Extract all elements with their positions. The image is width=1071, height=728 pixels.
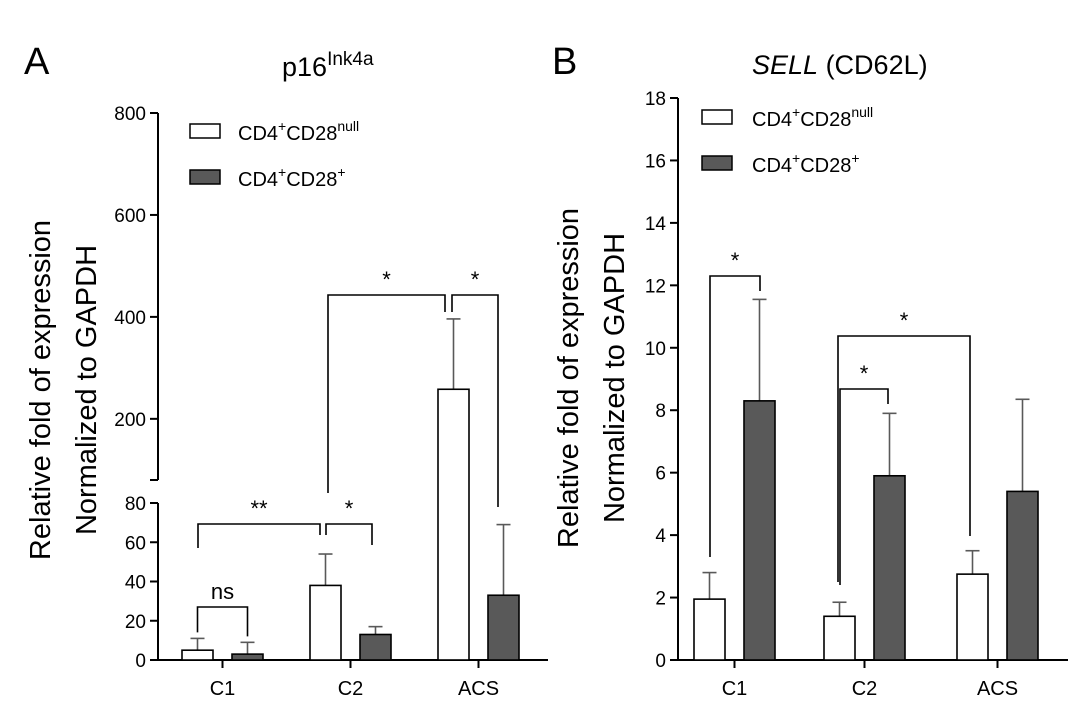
panel-a-sig-acs-pair-line bbox=[451, 294, 499, 507]
panel-b-category-label: C2 bbox=[852, 678, 878, 700]
panel-a-bar bbox=[231, 653, 264, 661]
panel-b-sig-c2-pair-label: * bbox=[860, 361, 869, 386]
panel-b-ytick-label: 18 bbox=[645, 89, 666, 110]
legend-swatch-cd28pos bbox=[701, 155, 733, 171]
panel-a-sig-acs-pair-label: * bbox=[471, 267, 480, 292]
panel-a-sig-c1-c2-line bbox=[197, 523, 321, 548]
panel-a-ytick-label: 80 bbox=[125, 494, 146, 515]
panel-b-bar bbox=[1006, 490, 1039, 661]
panel-a-sig-c2-pair-label: * bbox=[345, 496, 354, 521]
panel-a-sig-c2-pair-line bbox=[325, 523, 373, 545]
panel-b-sig-c2-pair-line bbox=[839, 388, 889, 585]
panel-a-ytick-label: 40 bbox=[125, 573, 146, 594]
panel-a-sig-c2-acs-line bbox=[327, 294, 446, 493]
panel-b-ytick-label: 8 bbox=[655, 401, 666, 422]
panel-b-bar bbox=[743, 400, 776, 661]
panel-b-category-label: ACS bbox=[977, 678, 1018, 700]
panel-a-ytick-label: 20 bbox=[125, 612, 146, 633]
panel-a-legend: CD4+CD28null CD4+CD28+ bbox=[189, 118, 359, 191]
panel-b-category-label: C1 bbox=[722, 678, 748, 700]
panel-a-category-label: ACS bbox=[458, 678, 499, 700]
panel-a-title: p16Ink4a bbox=[282, 49, 374, 82]
panel-a-bar bbox=[437, 388, 470, 661]
panel-b-ytick-label: 0 bbox=[655, 651, 666, 672]
legend-label-cd28pos: CD4+CD28+ bbox=[752, 150, 860, 177]
panel-b-bar bbox=[693, 598, 726, 661]
legend-label-cd28pos: CD4+CD28+ bbox=[238, 164, 346, 191]
legend-swatch-cd28null bbox=[701, 109, 733, 125]
legend-swatch-cd28pos bbox=[189, 169, 221, 185]
panel-b-ytick-label: 14 bbox=[645, 214, 667, 235]
panel-b-title: SELL (CD62L) bbox=[752, 50, 928, 80]
panel-a-ytick-label: 400 bbox=[114, 308, 146, 329]
panel-a-bar bbox=[181, 649, 214, 661]
panel-b-bar bbox=[823, 615, 856, 661]
panel-b-ytick-label: 10 bbox=[645, 339, 666, 360]
legend-label-cd28null: CD4+CD28null bbox=[238, 118, 359, 145]
panel-a-ytick-label: 800 bbox=[114, 104, 146, 125]
panel-b-ytick-label: 16 bbox=[645, 151, 666, 172]
panel-a-sig-ns-label: ns bbox=[211, 579, 234, 604]
panel-b-sig-c1-pair-line bbox=[709, 275, 761, 557]
panel-b-legend: CD4+CD28null CD4+CD28+ bbox=[701, 104, 873, 177]
panel-a-ylabel-line1: Relative fold of expression bbox=[25, 220, 57, 560]
panel-b-ylabel-line2: Normalized to GAPDH bbox=[599, 233, 631, 523]
panel-a-sig-ns-line bbox=[196, 606, 249, 637]
panel-a-ytick-label: 600 bbox=[114, 206, 146, 227]
panel-a-ytick-label: 0 bbox=[135, 651, 146, 672]
panel-a-bar bbox=[309, 584, 342, 661]
panel-a-letter: A bbox=[24, 41, 50, 83]
panel-b-sig-c2-acs-line bbox=[837, 335, 971, 582]
panel-b-ytick-label: 4 bbox=[655, 526, 666, 547]
panel-b-letter: B bbox=[552, 41, 577, 83]
panel-a-ylabel-line2: Normalized to GAPDH bbox=[71, 245, 103, 535]
panel-b-sig-c2-acs-label: * bbox=[900, 308, 909, 333]
panel-a-sig-c2-acs-label: * bbox=[382, 267, 391, 292]
panel-a-sig-c1-c2-label: ** bbox=[250, 496, 268, 521]
panel-b-bar bbox=[873, 474, 906, 661]
panel-a-category-label: C2 bbox=[338, 678, 364, 700]
panel-b-ytick-label: 12 bbox=[645, 276, 666, 297]
panel-b-bar bbox=[956, 573, 989, 661]
panel-b-sig-c1-pair-label: * bbox=[731, 248, 740, 273]
legend-label-cd28null: CD4+CD28null bbox=[752, 104, 873, 131]
panel-a-bar bbox=[487, 594, 520, 661]
panel-a-ytick-label: 200 bbox=[114, 410, 146, 431]
panel-b-ytick-label: 6 bbox=[655, 464, 666, 485]
panel-a-category-label: C1 bbox=[210, 678, 236, 700]
panel-a-ytick-label: 60 bbox=[125, 533, 146, 554]
panel-a-bar bbox=[359, 633, 392, 661]
legend-swatch-cd28null bbox=[189, 123, 221, 139]
panel-b-ylabel-line1: Relative fold of expression bbox=[553, 208, 585, 548]
panel-b-ytick-label: 2 bbox=[655, 589, 666, 610]
